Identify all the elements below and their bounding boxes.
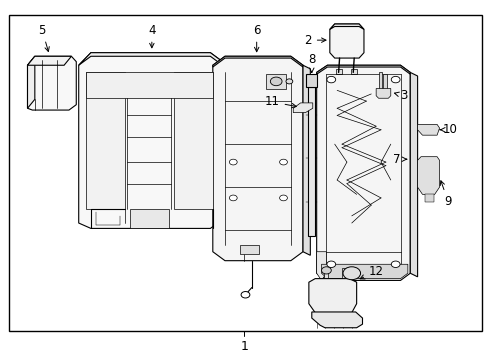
Circle shape: [342, 267, 360, 280]
Circle shape: [326, 76, 335, 83]
Polygon shape: [303, 65, 310, 255]
Polygon shape: [86, 72, 212, 98]
Polygon shape: [27, 56, 71, 65]
Circle shape: [390, 261, 399, 267]
Polygon shape: [293, 103, 312, 113]
Text: 7: 7: [392, 153, 406, 166]
Polygon shape: [316, 65, 409, 74]
Circle shape: [241, 292, 249, 298]
Bar: [9, 15, 482, 330]
Polygon shape: [383, 74, 386, 91]
Circle shape: [279, 195, 287, 201]
Text: 12: 12: [360, 265, 383, 279]
Polygon shape: [375, 89, 390, 98]
Polygon shape: [79, 53, 222, 228]
Polygon shape: [266, 74, 285, 89]
Text: 9: 9: [439, 181, 451, 208]
Polygon shape: [316, 65, 409, 280]
Circle shape: [326, 261, 335, 267]
Polygon shape: [378, 72, 381, 92]
Circle shape: [270, 77, 282, 86]
Polygon shape: [307, 87, 315, 235]
Polygon shape: [311, 312, 362, 328]
Polygon shape: [27, 56, 76, 110]
Text: 8: 8: [307, 53, 315, 72]
Polygon shape: [27, 56, 35, 108]
Circle shape: [321, 267, 330, 274]
Polygon shape: [308, 279, 356, 313]
Text: 10: 10: [439, 123, 457, 136]
Text: 11: 11: [264, 95, 296, 108]
Polygon shape: [417, 125, 439, 135]
Text: 1: 1: [240, 339, 248, 352]
Polygon shape: [324, 268, 328, 282]
Polygon shape: [316, 252, 326, 280]
Polygon shape: [79, 53, 222, 65]
Text: 4: 4: [148, 23, 155, 48]
Polygon shape: [306, 74, 316, 87]
Polygon shape: [417, 157, 439, 194]
Polygon shape: [424, 194, 433, 202]
Polygon shape: [321, 264, 407, 279]
Polygon shape: [329, 24, 363, 30]
Circle shape: [279, 159, 287, 165]
Text: 6: 6: [252, 23, 260, 52]
Circle shape: [229, 159, 237, 165]
Polygon shape: [130, 209, 168, 228]
Text: 2: 2: [304, 33, 325, 47]
Polygon shape: [409, 72, 417, 277]
Polygon shape: [222, 62, 229, 223]
Polygon shape: [335, 69, 341, 74]
Circle shape: [285, 79, 292, 84]
Text: 3: 3: [394, 89, 407, 102]
Polygon shape: [86, 72, 125, 209]
Text: 5: 5: [39, 23, 49, 51]
Polygon shape: [329, 24, 363, 58]
Circle shape: [229, 195, 237, 201]
Polygon shape: [212, 56, 303, 261]
Polygon shape: [350, 69, 356, 74]
Polygon shape: [239, 244, 259, 253]
Polygon shape: [341, 268, 346, 282]
Circle shape: [390, 76, 399, 83]
Polygon shape: [212, 56, 303, 67]
Polygon shape: [173, 72, 212, 209]
